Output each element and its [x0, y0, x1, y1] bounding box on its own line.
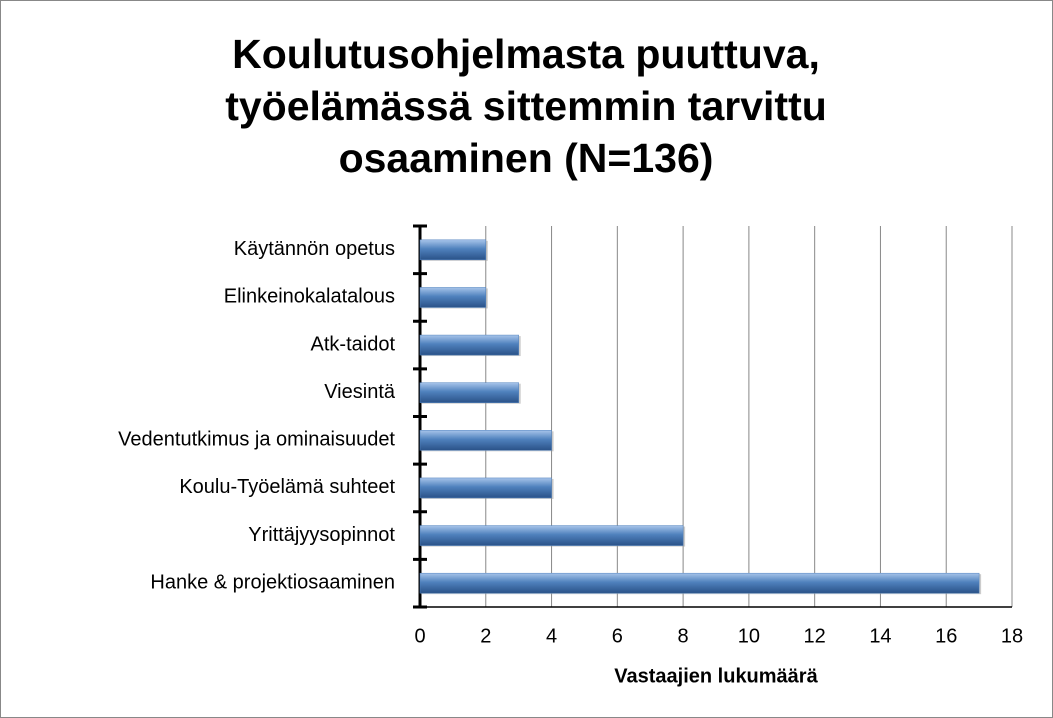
x-tick-label: 2 — [480, 625, 491, 647]
y-tick-label: Viesintä — [324, 381, 396, 403]
x-tick-label: 4 — [546, 625, 557, 647]
y-tick-label: Käytännön opetus — [234, 238, 395, 260]
y-tick-label: Koulu-Työelämä suhteet — [179, 476, 395, 498]
bar — [419, 430, 552, 451]
x-tick-label: 10 — [738, 625, 760, 647]
bar — [419, 382, 519, 403]
x-tick-label: 6 — [612, 625, 623, 647]
bar — [419, 287, 487, 308]
x-tick-label: 8 — [678, 625, 689, 647]
y-tick-label: Hanke & projektiosaaminen — [150, 571, 395, 593]
y-tick-label: Elinkeinokalatalous — [224, 286, 395, 308]
y-tick-label: Atk-taidot — [311, 333, 396, 355]
x-tick-label: 14 — [869, 625, 891, 647]
x-tick-label: 16 — [935, 625, 957, 647]
x-tick-label: 0 — [414, 625, 425, 647]
bar — [419, 239, 487, 261]
y-tick-label: Yrittäjyysopinnot — [248, 524, 395, 546]
x-tick-label: 18 — [1001, 625, 1023, 647]
y-tick-label: Vedentutkimus ja ominaisuudet — [118, 429, 395, 451]
bar — [419, 572, 980, 594]
x-tick-label: 12 — [804, 625, 826, 647]
bar — [419, 334, 519, 356]
chart-title: Koulutusohjelmasta puuttuva, työelämässä… — [225, 31, 827, 181]
bar — [419, 477, 552, 499]
bar — [419, 525, 684, 546]
x-axis-label: Vastaajien lukumäärä — [614, 665, 818, 687]
